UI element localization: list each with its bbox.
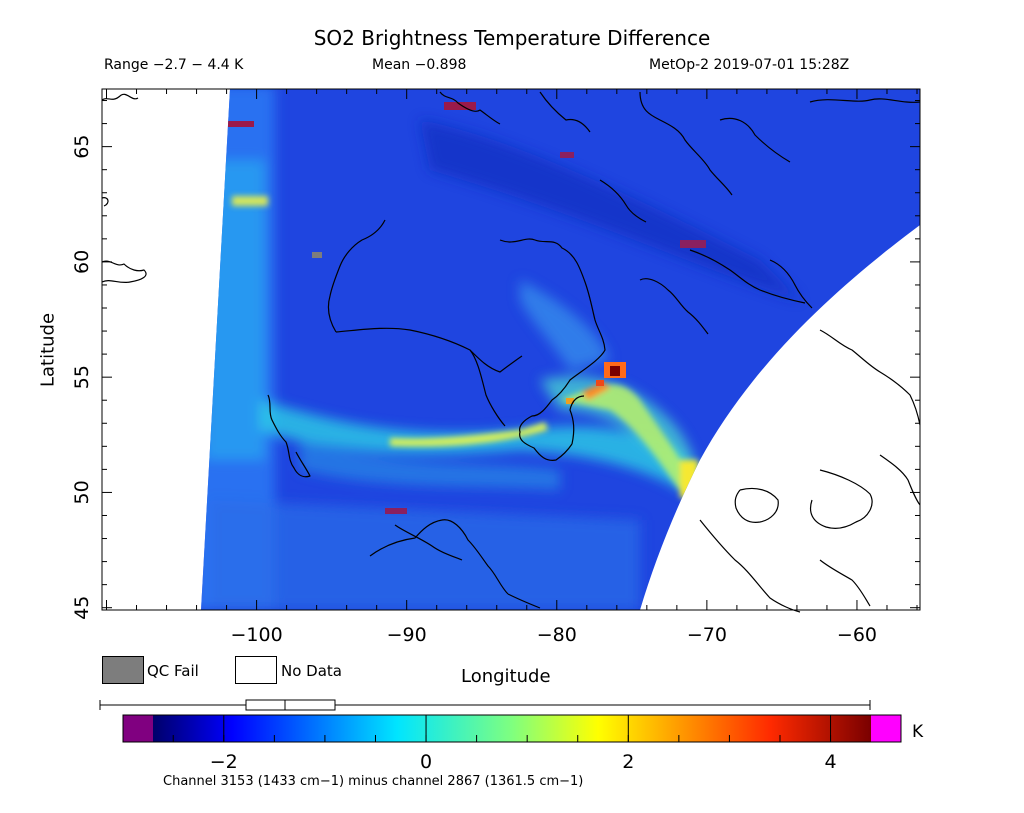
y-axis: [102, 100, 920, 609]
no-data-swatch: [235, 656, 277, 684]
qc-fail-swatch: [102, 656, 144, 684]
colorbar-tick-label: 4: [825, 751, 837, 773]
colorbar-over: [871, 715, 901, 742]
colorbar-under: [123, 715, 153, 742]
x-axis-label: Longitude: [461, 666, 551, 687]
y-tick-label: 60: [71, 250, 93, 274]
colorbar-frame: [122, 714, 902, 743]
colorbar-tick-label: 0: [420, 751, 432, 773]
y-tick-label: 55: [71, 365, 93, 389]
x-tick-label: −70: [687, 624, 727, 646]
no-data-label: No Data: [281, 662, 342, 680]
y-tick-labels: 45 50 55 60 65: [71, 135, 93, 620]
y-tick-label: 65: [71, 135, 93, 159]
colorbar-tick-labels: −2 0 2 4: [210, 751, 837, 773]
colorbar-unit: K: [912, 722, 924, 742]
x-axis: [106, 89, 918, 610]
mean-label: Mean −0.898: [372, 57, 467, 73]
y-tick-label: 45: [71, 596, 93, 620]
colorbar-gradient: [153, 715, 871, 742]
colorbar-ticks: [172, 715, 832, 742]
coastlines: [101, 91, 921, 613]
y-tick-label: 50: [71, 480, 93, 504]
x-tick-labels: −100 −90 −80 −70 −60: [231, 624, 878, 646]
x-tick-label: −100: [231, 624, 283, 646]
colorbar-footer: Channel 3153 (1433 cm−1) minus channel 2…: [163, 774, 584, 789]
range-label: Range −2.7 − 4.4 K: [104, 57, 244, 73]
x-tick-label: −90: [387, 624, 427, 646]
colorbar-tick-label: 2: [622, 751, 634, 773]
colorbar-tick-label: −2: [210, 751, 238, 773]
qc-fail-label: QC Fail: [147, 662, 199, 680]
x-tick-label: −80: [537, 624, 577, 646]
satellite-time-label: MetOp-2 2019-07-01 15:28Z: [649, 57, 850, 73]
x-tick-label: −60: [837, 624, 877, 646]
chart-title: SO2 Brightness Temperature Difference: [313, 26, 711, 50]
boxplot-box: [245, 699, 336, 711]
